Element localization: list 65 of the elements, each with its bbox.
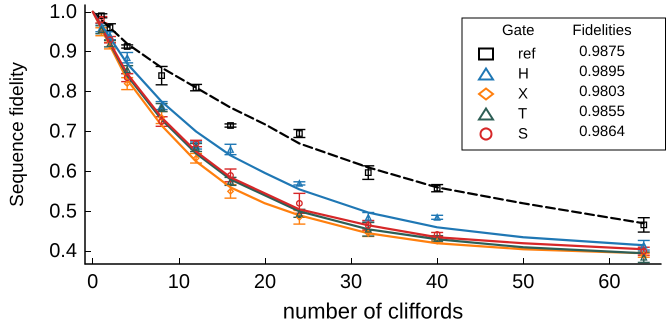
point	[296, 214, 303, 221]
point	[296, 180, 303, 187]
point	[98, 12, 105, 20]
point	[364, 169, 372, 176]
y-tick-label: 1.0	[49, 0, 77, 23]
y-tick-label: 0.8	[49, 80, 77, 103]
y-tick-label: 0.4	[49, 240, 77, 262]
point	[98, 16, 105, 24]
point	[192, 154, 200, 162]
point	[364, 214, 372, 221]
x-axis-title: number of cliffords	[282, 298, 464, 324]
x-tick-label: 30	[340, 271, 362, 293]
point	[124, 80, 131, 88]
point	[192, 144, 200, 151]
point	[124, 54, 131, 62]
point	[158, 114, 166, 121]
point	[158, 104, 166, 111]
point	[364, 222, 372, 229]
y-axis-title: Sequence fidelity	[7, 62, 28, 207]
point	[124, 74, 131, 82]
legend-label: ref	[518, 46, 536, 62]
point	[364, 226, 372, 233]
point	[98, 28, 105, 36]
legend-title: Gate	[502, 22, 535, 39]
annotation: 0.9855	[579, 103, 625, 120]
annotation: 0.9864	[579, 123, 625, 140]
point	[158, 72, 166, 80]
y-tick-label: 0.6	[49, 160, 77, 182]
point	[434, 235, 441, 242]
legend-label: H	[518, 66, 529, 82]
legend-label: T	[518, 106, 528, 122]
y-tick-label: 0.7	[49, 120, 77, 143]
y-tick-label: 0.5	[49, 200, 77, 222]
y-tick-label: 0.9	[49, 40, 77, 63]
point	[227, 122, 234, 129]
point	[296, 210, 303, 217]
point	[227, 178, 234, 185]
x-tick-label: 20	[254, 271, 276, 293]
legend-label: S	[518, 126, 528, 142]
annotation: 0.9895	[579, 63, 625, 80]
annotation: 0.9803	[579, 83, 625, 100]
x-tick-label: 0	[87, 271, 98, 293]
point	[640, 221, 648, 228]
annotation: Fidelities	[572, 22, 632, 39]
point	[434, 214, 441, 221]
point	[434, 231, 441, 238]
point	[227, 146, 234, 153]
point	[124, 66, 131, 74]
point	[227, 188, 234, 195]
x-tick-label: 40	[426, 271, 448, 293]
annotation: 0.9875	[579, 43, 625, 60]
point	[158, 118, 166, 125]
x-tick-label: 50	[512, 271, 534, 293]
point	[364, 230, 372, 237]
point	[434, 184, 441, 192]
point	[640, 242, 648, 249]
point	[124, 43, 131, 50]
point	[296, 130, 303, 137]
point	[106, 36, 114, 44]
point	[227, 172, 234, 179]
point	[106, 24, 114, 32]
x-tick-label: 60	[598, 271, 620, 293]
legend-label: X	[518, 86, 528, 102]
point	[296, 200, 303, 207]
x-tick-label: 10	[168, 271, 190, 293]
